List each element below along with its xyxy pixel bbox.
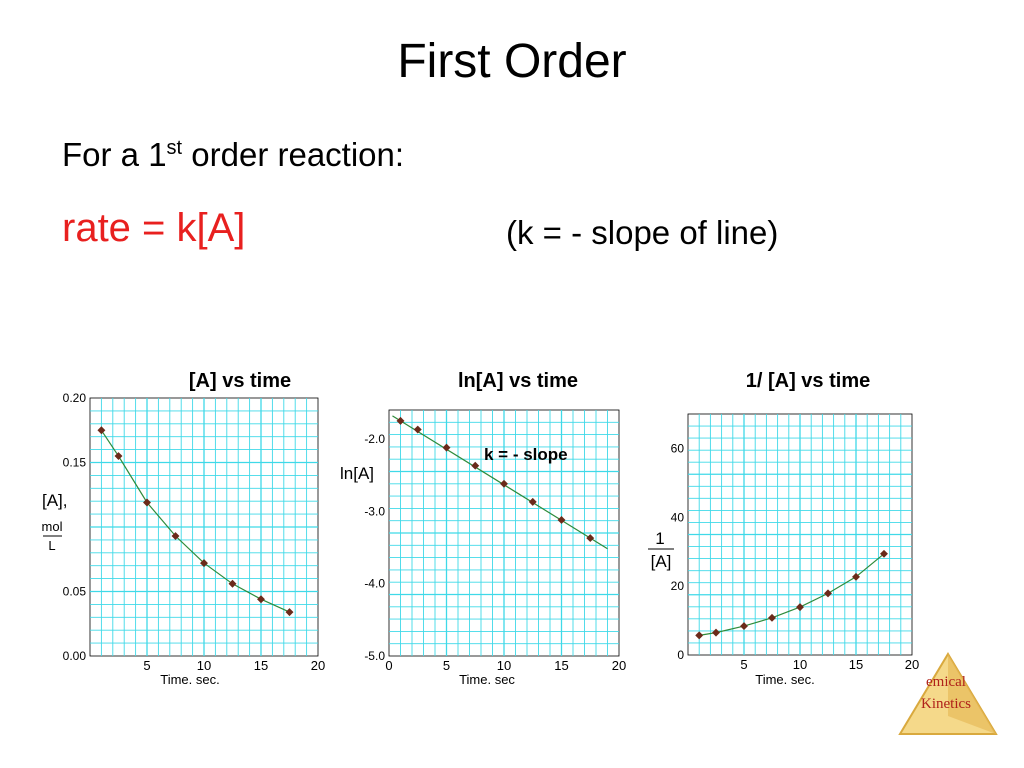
logo-svg: emical Kinetics: [898, 652, 998, 735]
logo-text-line1: emical: [926, 674, 966, 690]
slope-annotation: k = - slope: [484, 445, 568, 464]
data-point: [97, 426, 106, 435]
y-tick-label: -3.0: [364, 504, 385, 518]
data-point: [695, 631, 704, 640]
chart-ln-concentration-vs-time: ln[A] vs time 0 5 10 15 20 -2.0 -3.0 -4.0 -5.0 T…: [338, 366, 638, 696]
data-point: [257, 595, 265, 604]
y-axis-unit-numerator: mol: [42, 519, 63, 534]
x-tick-label: 15: [849, 657, 863, 672]
y-axis-label: [A],: [42, 491, 68, 510]
intro-text: For a 1st order reaction:: [62, 136, 404, 174]
x-tick-label: 20: [612, 658, 626, 673]
x-tick-label: 5: [143, 658, 150, 673]
data-point: [171, 532, 180, 540]
y-tick-label: -5.0: [364, 649, 385, 663]
data-point: [500, 479, 508, 488]
x-tick-label: 20: [311, 658, 325, 673]
x-tick-label: 20: [905, 657, 919, 672]
data-point: [880, 549, 888, 558]
x-tick-label: 10: [497, 658, 511, 673]
y-axis-label-denominator: [A]: [651, 552, 672, 571]
y-tick-label: 40: [671, 510, 685, 524]
series-line: [392, 415, 608, 550]
chart-title: ln[A] vs time: [458, 370, 578, 392]
intro-prefix: For a 1: [62, 136, 167, 173]
y-axis-unit-denominator: L: [48, 538, 55, 553]
data-point: [852, 572, 860, 581]
slide-title: First Order: [397, 35, 627, 88]
slope-note: (k = - slope of line): [506, 214, 779, 251]
chart-inverse-svg: 1/ [A] vs time 5 10 15 20 60 40 20 0 Time. sec.…: [648, 370, 919, 687]
chart-concentration-vs-time: [A] vs time 5 10 15 20 0.20 0.15 0.05 0.00 Time…: [40, 366, 340, 696]
x-tick-label: 10: [197, 658, 211, 673]
intro-superscript: st: [166, 137, 183, 159]
chart-ln-svg: ln[A] vs time 0 5 10 15 20 -2.0 -3.0 -4.0 -5.0 T…: [340, 370, 626, 687]
x-tick-label: 5: [740, 657, 747, 672]
x-axis-label: Time. sec.: [755, 672, 814, 687]
chemical-kinetics-logo: emical Kinetics: [898, 652, 998, 743]
logo-triangle-shade: [948, 654, 996, 734]
y-tick-label: 0.00: [63, 649, 87, 663]
data-point: [396, 416, 405, 425]
series-line: [100, 429, 290, 613]
chart-inverse-concentration-vs-time: 1/ [A] vs time 5 10 15 20 60 40 20 0 Time. sec.…: [638, 366, 938, 696]
plot-area: 5 10 15 20 0.20 0.15 0.05 0.00: [63, 391, 326, 673]
x-tick-label: 10: [793, 657, 807, 672]
plot-area: 0 5 10 15 20 -2.0 -3.0 -4.0 -5.0: [364, 409, 626, 673]
x-tick-label: 15: [254, 658, 268, 673]
y-tick-label: -4.0: [364, 577, 385, 591]
data-point: [413, 425, 422, 434]
intro-suffix: order reaction:: [182, 136, 405, 173]
plot-area: 5 10 15 20 60 40 20 0: [671, 413, 919, 672]
x-axis-label: Time. sec: [459, 672, 515, 687]
x-tick-label: 15: [554, 658, 568, 673]
y-tick-label: 0.20: [63, 391, 87, 405]
y-tick-label: 0.15: [63, 456, 87, 470]
x-axis-label: Time. sec.: [160, 672, 219, 687]
y-tick-label: 0: [677, 648, 684, 662]
y-axis-label-numerator: 1: [655, 529, 664, 548]
y-tick-label: 60: [671, 441, 685, 455]
logo-text-line2: Kinetics: [921, 696, 971, 712]
data-point: [557, 516, 566, 524]
data-point: [285, 608, 294, 617]
y-tick-label: -2.0: [364, 432, 385, 446]
chart-title: [A] vs time: [189, 370, 291, 392]
y-tick-label: 20: [671, 579, 685, 593]
x-tick-label: 0: [385, 658, 392, 673]
series-line: [699, 553, 885, 636]
y-tick-label: 0.05: [63, 585, 87, 599]
y-axis-label: ln[A]: [340, 464, 374, 483]
x-tick-label: 5: [443, 658, 450, 673]
chart-title: 1/ [A] vs time: [746, 370, 870, 392]
chart-concentration-svg: [A] vs time 5 10 15 20 0.20 0.15 0.05 0.00 Time…: [42, 370, 326, 687]
rate-law: rate = k[A]: [62, 206, 246, 250]
